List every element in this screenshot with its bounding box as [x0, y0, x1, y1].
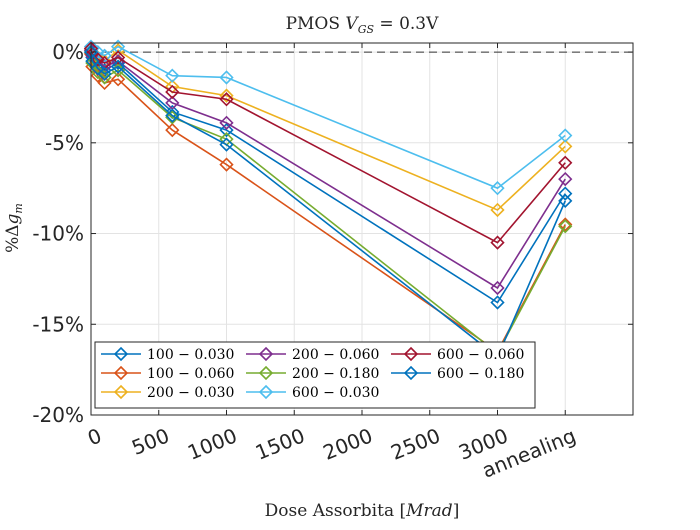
y-tick-label: 0% [52, 40, 84, 64]
data-point-marker [490, 235, 505, 250]
legend-label: 200 − 0.030 [147, 385, 234, 401]
legend-entry: 100 − 0.030 [101, 346, 234, 363]
data-point-marker [219, 157, 234, 172]
y-axis: 0% -5% -10% -15% -20% [32, 40, 633, 427]
legend-entry: 100 − 0.060 [101, 365, 234, 382]
data-point-marker [558, 217, 573, 232]
data-point-marker [97, 48, 112, 63]
data-point-marker [219, 137, 234, 152]
legend-label: 600 − 0.030 [292, 385, 379, 401]
data-point-marker [97, 66, 112, 81]
legend-entry: 200 − 0.060 [246, 346, 379, 363]
legend-label: 100 − 0.030 [147, 347, 234, 363]
legend: 100 − 0.030 100 − 0.060 200 − 0.030 200 − 0… [94, 341, 536, 409]
legend-entry: 200 − 0.180 [246, 365, 379, 382]
chart-title: PMOS VGS = 0.3V [286, 14, 440, 36]
legend-swatch-marker [403, 365, 419, 381]
legend-swatch-marker [258, 365, 274, 381]
data-point-marker [165, 68, 180, 83]
legend-swatch-marker [113, 346, 129, 362]
data-point-marker [490, 202, 505, 218]
data-point-marker [558, 155, 573, 170]
data-point-marker [219, 115, 234, 130]
data-point-marker [558, 128, 573, 143]
legend-entry: 600 − 0.180 [391, 365, 524, 382]
legend-swatch-marker [258, 346, 274, 362]
legend-swatch-marker [403, 346, 419, 362]
y-axis-label: %Δgm [3, 203, 25, 253]
data-point-marker [558, 186, 573, 201]
data-point-marker [165, 84, 180, 100]
legend-box [94, 341, 536, 409]
y-tick-label: -10% [32, 222, 84, 246]
data-point-marker [110, 50, 126, 65]
legend-label: 600 − 0.180 [437, 366, 524, 382]
data-point-marker [219, 70, 234, 85]
legend-swatch-marker [113, 365, 129, 381]
y-tick-label: -20% [32, 403, 84, 427]
data-point-marker [558, 219, 573, 234]
data-point-marker [558, 171, 573, 187]
x-axis-label: Dose Assorbita [Mrad] [265, 501, 460, 521]
data-point-marker [490, 280, 505, 296]
legend-entry: 200 − 0.030 [101, 384, 234, 401]
data-point-marker [490, 295, 505, 310]
data-point-marker [165, 108, 180, 123]
data-point-marker [90, 61, 105, 76]
legend-entry: 600 − 0.030 [246, 384, 379, 401]
data-point-marker [97, 75, 112, 91]
data-point-marker [219, 92, 234, 107]
data-point-marker [110, 72, 126, 87]
y-tick-label: -5% [45, 131, 84, 155]
legend-label: 200 − 0.180 [292, 366, 379, 382]
data-point-marker [490, 181, 505, 196]
legend-entry: 600 − 0.060 [391, 346, 524, 363]
data-point-marker [165, 110, 180, 125]
series-line [90, 51, 566, 359]
data-point-marker [219, 122, 234, 138]
data-point-marker [165, 122, 180, 138]
legend-swatch-marker [113, 384, 129, 400]
series-layer [83, 39, 573, 365]
legend-swatch-marker [258, 384, 274, 400]
legend-label: 100 − 0.060 [147, 366, 234, 382]
data-point-marker [110, 59, 126, 74]
data-point-marker [558, 193, 573, 209]
legend-label: 600 − 0.060 [437, 347, 524, 363]
data-point-marker [558, 139, 573, 154]
legend-label: 200 − 0.060 [292, 347, 379, 363]
y-tick-label: -15% [32, 312, 84, 336]
data-point-marker [219, 88, 234, 103]
